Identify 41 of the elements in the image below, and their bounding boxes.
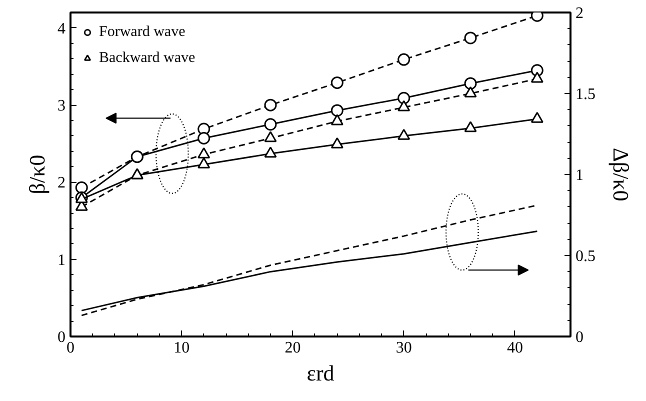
x-tick-label: 40: [506, 340, 523, 356]
y-tick-label: 1: [58, 252, 66, 269]
point: [264, 118, 277, 131]
x-tick-label: 20: [284, 340, 301, 356]
y2-tick-label: 1: [576, 167, 584, 184]
point: [198, 132, 210, 144]
y2-tick-label: 2: [576, 5, 584, 22]
point: [464, 77, 477, 90]
point: [198, 147, 210, 158]
point: [264, 98, 277, 112]
point: [398, 53, 410, 66]
y-axis-title: β/κ0: [24, 154, 50, 194]
x-tick-label: 30: [396, 340, 412, 356]
x-axis-title: εrd: [306, 360, 334, 386]
y-tick-label: 4: [58, 20, 66, 38]
y-tick-label: 2: [58, 174, 66, 192]
y-tick-label: 0: [58, 329, 66, 346]
point: [75, 181, 88, 194]
legend-label: Forward wave: [99, 24, 186, 40]
point: [398, 100, 410, 112]
point: [264, 146, 277, 158]
point: [330, 114, 344, 126]
x-tick-label: 10: [174, 340, 190, 356]
point: [330, 104, 344, 117]
y2-tick-label: 0.5: [576, 248, 596, 265]
point: [330, 137, 344, 148]
y2-tick-label: 0: [576, 329, 584, 346]
point: [330, 76, 344, 89]
legend-label: Backward wave: [99, 50, 196, 66]
point: [398, 92, 410, 104]
point: [530, 112, 544, 123]
point: [264, 131, 277, 142]
y2-axis-title: Δβ/κ0: [608, 148, 634, 202]
point: [464, 86, 477, 98]
point: [464, 32, 477, 44]
y-tick-label: 3: [58, 98, 66, 115]
point: [398, 128, 410, 140]
point: [198, 157, 210, 168]
point: [530, 72, 544, 83]
y2-tick-label: 1.5: [576, 86, 596, 103]
point: [464, 121, 477, 132]
